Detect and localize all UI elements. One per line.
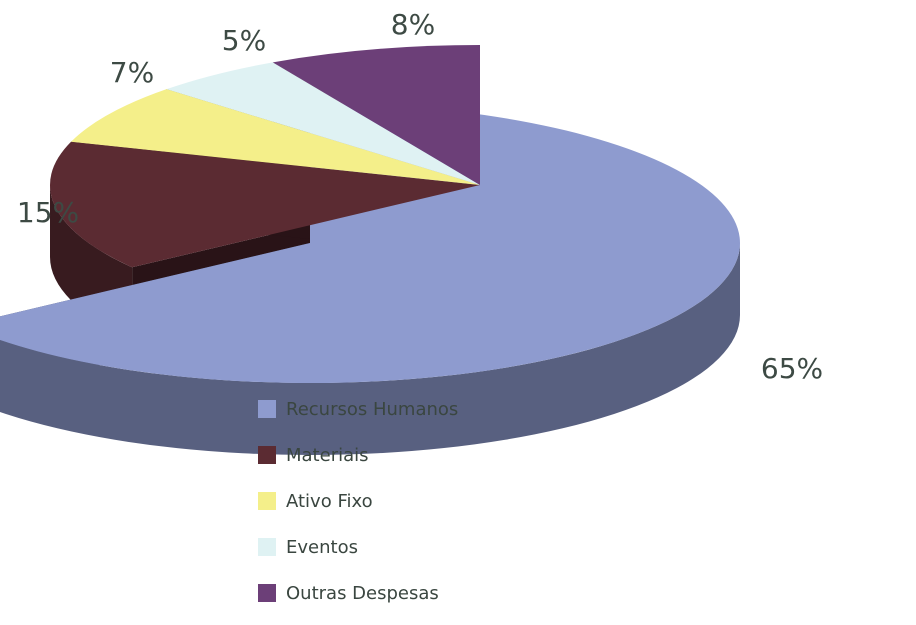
legend-item-outras-despesas: Outras Despesas [258,579,458,607]
legend-item-ativo-fixo: Ativo Fixo [258,487,458,515]
legend: Recursos Humanos Materiais Ativo Fixo Ev… [258,395,458,625]
pie-slice-outras-despesas [272,45,480,185]
pie-slice-recursos-humanos [0,103,740,383]
pie-side-recursos-humanos [0,243,740,455]
pie-tops [0,45,740,383]
legend-item-eventos: Eventos [258,533,458,561]
legend-swatch-recursos-humanos [258,400,276,418]
pie-slice-ativo-fixo [71,89,480,185]
pie-chart: 65% 15% 7% 5% 8% [0,8,823,455]
legend-item-recursos-humanos: Recursos Humanos [258,395,458,423]
pie-slice-materiais [50,141,480,268]
legend-label-materiais: Materiais [286,444,369,466]
value-label-materiais: 15% [17,196,79,229]
legend-swatch-ativo-fixo [258,492,276,510]
legend-label-outras-despesas: Outras Despesas [286,582,439,604]
legend-label-ativo-fixo: Ativo Fixo [286,490,373,512]
value-label-outras-despesas: 8% [391,8,435,41]
legend-swatch-outras-despesas [258,584,276,602]
pie-value-labels: 65% 15% 7% 5% 8% [17,8,823,385]
legend-item-materiais: Materiais [258,441,458,469]
value-label-ativo-fixo: 7% [110,56,154,89]
legend-label-recursos-humanos: Recursos Humanos [286,398,459,420]
legend-swatch-materiais [258,446,276,464]
pie-slice-eventos [166,62,480,186]
legend-swatch-eventos [258,538,276,556]
value-label-eventos: 5% [222,24,266,57]
legend-label-eventos: Eventos [286,536,358,558]
value-label-recursos-humanos: 65% [761,352,823,385]
